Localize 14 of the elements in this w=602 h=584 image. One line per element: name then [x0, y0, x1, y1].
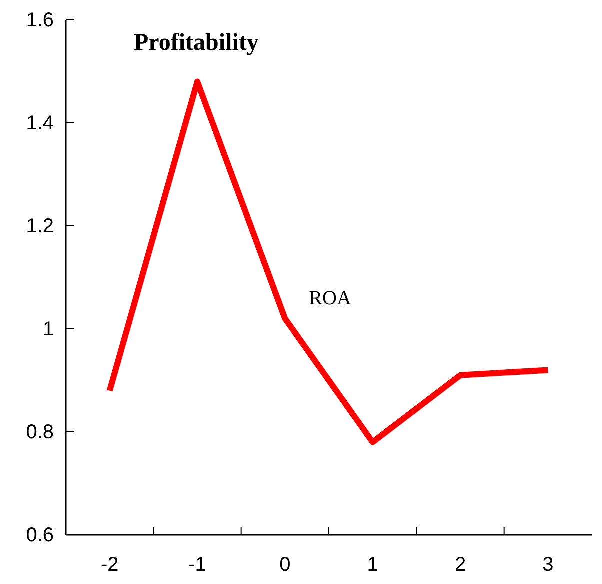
- y-tick-label: 1.4: [26, 112, 54, 134]
- x-tick-label: 0: [280, 554, 291, 576]
- y-tick-label: 1.6: [26, 9, 54, 32]
- chart-title: Profitability: [134, 30, 259, 56]
- x-tick-label: -1: [188, 554, 206, 576]
- y-tick-label: 1: [42, 318, 54, 340]
- x-tick-label: -2: [100, 554, 119, 576]
- series-label: ROA: [309, 288, 352, 310]
- y-tick-label: 0.8: [26, 421, 54, 444]
- x-tick-label: 1: [367, 554, 378, 576]
- x-tick-label: 2: [454, 554, 466, 576]
- x-tick-label: 3: [542, 554, 554, 576]
- y-tick-label: 1.2: [26, 215, 54, 238]
- y-tick-label: 0.6: [26, 524, 54, 546]
